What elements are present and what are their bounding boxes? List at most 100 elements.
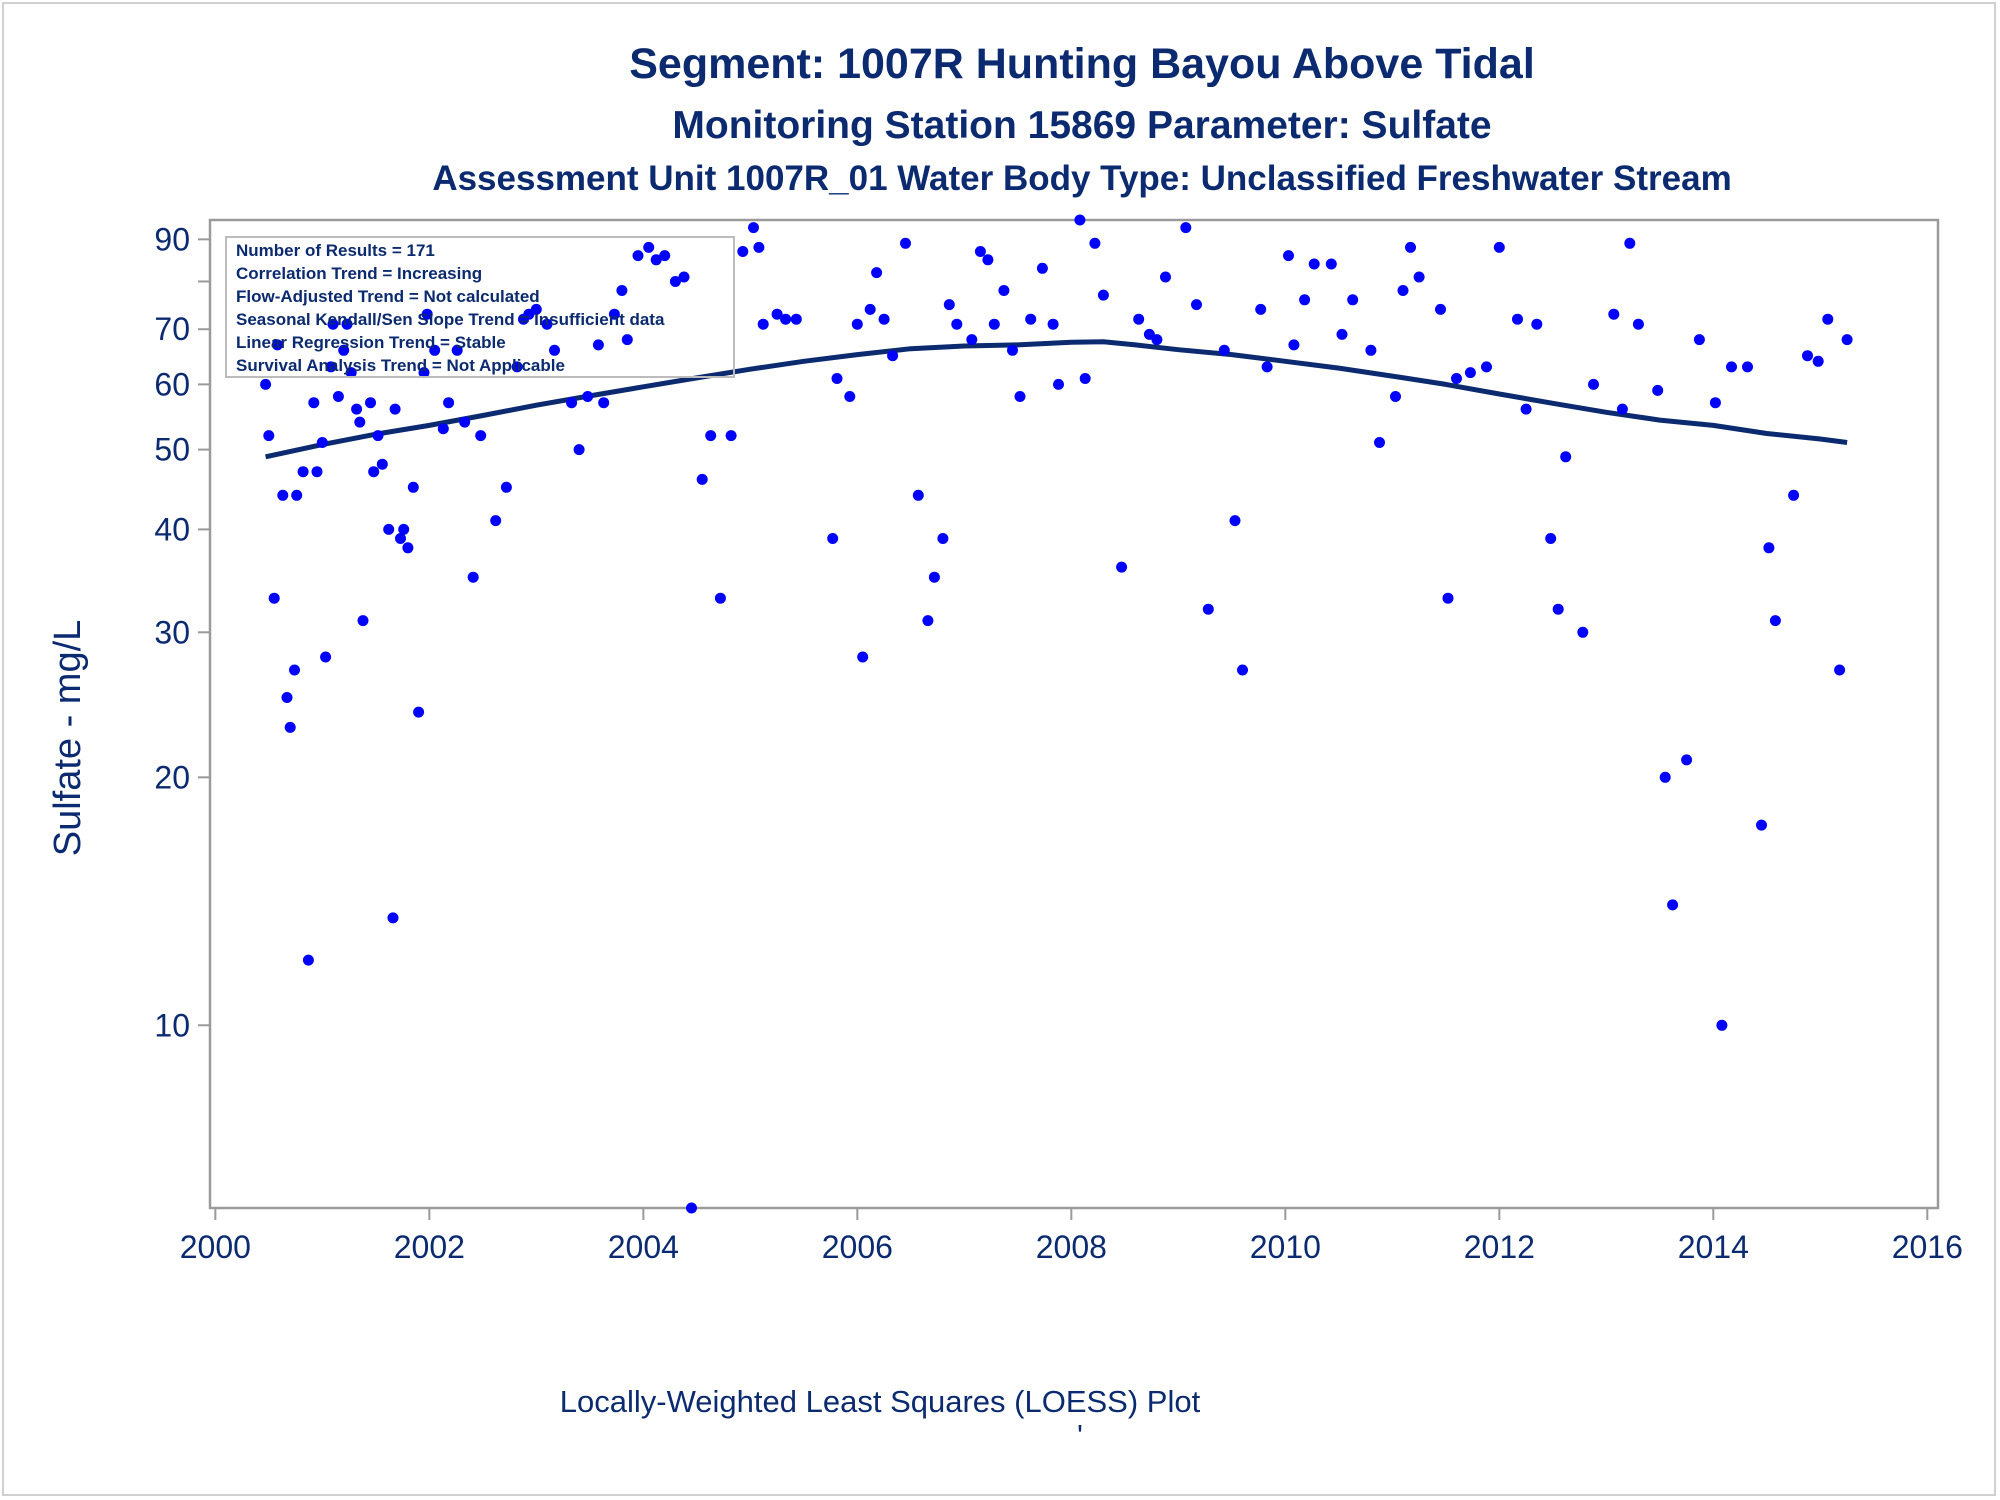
- data-point: [857, 651, 869, 663]
- x-tick-label: 2008: [1036, 1229, 1107, 1265]
- data-point: [1255, 303, 1267, 315]
- data-point: [1397, 285, 1409, 296]
- data-point: [277, 489, 289, 501]
- data-point: [475, 430, 487, 442]
- data-point: [878, 313, 890, 325]
- data-point: [851, 318, 863, 330]
- data-point: [320, 651, 332, 663]
- data-point: [1652, 384, 1664, 396]
- data-point: [284, 721, 296, 733]
- data-point: [302, 954, 314, 966]
- data-point: [395, 533, 406, 544]
- data-point: [376, 458, 388, 470]
- data-point: [1336, 328, 1348, 340]
- data-point: [1036, 262, 1048, 274]
- data-point: [1283, 250, 1294, 262]
- loess-curve-layer: [265, 339, 1848, 460]
- data-point: [443, 397, 455, 409]
- data-point: [341, 318, 353, 330]
- data-point: [1365, 344, 1377, 356]
- data-point: [368, 466, 380, 478]
- chart-subtitle-2: Assessment Unit 1007R_01 Water Body Type…: [432, 159, 1731, 198]
- data-point: [459, 416, 471, 428]
- y-tick-label: 40: [154, 511, 190, 547]
- data-point: [511, 361, 523, 373]
- data-point: [500, 481, 512, 493]
- data-point: [705, 430, 717, 442]
- data-point: [421, 308, 433, 320]
- stats-line: Survival Analysis Trend = Not Applicable: [236, 356, 565, 375]
- data-point: [1133, 313, 1145, 325]
- data-point: [1025, 313, 1037, 325]
- data-point: [398, 523, 410, 535]
- y-tick-label: 90: [154, 221, 190, 257]
- data-point: [696, 473, 708, 485]
- chart-subtitle: Monitoring Station 15869 Parameter: Sulf…: [672, 104, 1491, 147]
- data-point: [1261, 361, 1273, 373]
- data-point: [1834, 664, 1846, 676]
- data-point: [1822, 313, 1834, 325]
- data-point: [490, 515, 502, 527]
- chart-title: Segment: 1007R Hunting Bayou Above Tidal: [629, 40, 1535, 88]
- data-point: [332, 391, 344, 402]
- data-point: [1545, 533, 1557, 544]
- data-point: [389, 403, 401, 415]
- data-point: [608, 308, 620, 320]
- data-point: [1841, 334, 1853, 346]
- data-point: [753, 241, 765, 253]
- data-point: [1299, 294, 1311, 306]
- data-point: [864, 303, 876, 315]
- data-point: [1074, 214, 1086, 226]
- data-point: [429, 344, 441, 356]
- data-point: [451, 344, 463, 356]
- data-point: [974, 246, 986, 257]
- data-point: [1151, 334, 1163, 346]
- data-point: [844, 391, 856, 402]
- data-point: [937, 533, 949, 544]
- data-point: [1053, 378, 1064, 390]
- data-point: [1202, 603, 1214, 615]
- data-point: [650, 254, 662, 266]
- data-point: [1325, 258, 1337, 270]
- data-point: [900, 237, 911, 249]
- data-point: [1347, 294, 1359, 306]
- x-axis: 2000 2002 2004 2006 2008 2010 2012 2014 2016: [180, 1208, 1963, 1265]
- data-point: [413, 706, 425, 718]
- data-point: [714, 592, 726, 604]
- x-tick-label: 2012: [1464, 1229, 1535, 1265]
- data-point: [1667, 899, 1679, 911]
- data-point: [725, 430, 737, 442]
- data-point: [1763, 542, 1775, 554]
- data-point: [831, 373, 843, 384]
- y-tick-label: 70: [154, 311, 190, 347]
- data-point: [263, 430, 275, 442]
- data-point: [1588, 378, 1599, 390]
- data-point: [582, 391, 594, 402]
- data-point: [780, 313, 792, 325]
- data-point: [616, 285, 628, 296]
- data-point: [982, 254, 994, 266]
- data-point: [598, 397, 610, 409]
- data-point: [592, 339, 604, 351]
- x-tick-label: 2006: [822, 1229, 893, 1265]
- stats-line: Correlation Trend = Increasing: [236, 264, 482, 283]
- data-point: [1191, 299, 1202, 311]
- data-point: [530, 303, 542, 315]
- data-point: [1659, 771, 1671, 783]
- y-tick-label: 50: [154, 432, 190, 468]
- data-point: [566, 397, 578, 409]
- data-point: [357, 615, 369, 627]
- loess-curve: [265, 339, 1848, 460]
- data-point: [316, 437, 328, 448]
- data-point: [1464, 367, 1476, 379]
- data-point: [1413, 271, 1425, 283]
- data-point: [407, 481, 419, 493]
- data-point: [281, 692, 293, 703]
- data-point: [402, 542, 414, 554]
- data-point: [966, 334, 978, 346]
- data-point: [1374, 437, 1385, 448]
- data-point: [1218, 344, 1230, 356]
- data-point: [1512, 313, 1523, 325]
